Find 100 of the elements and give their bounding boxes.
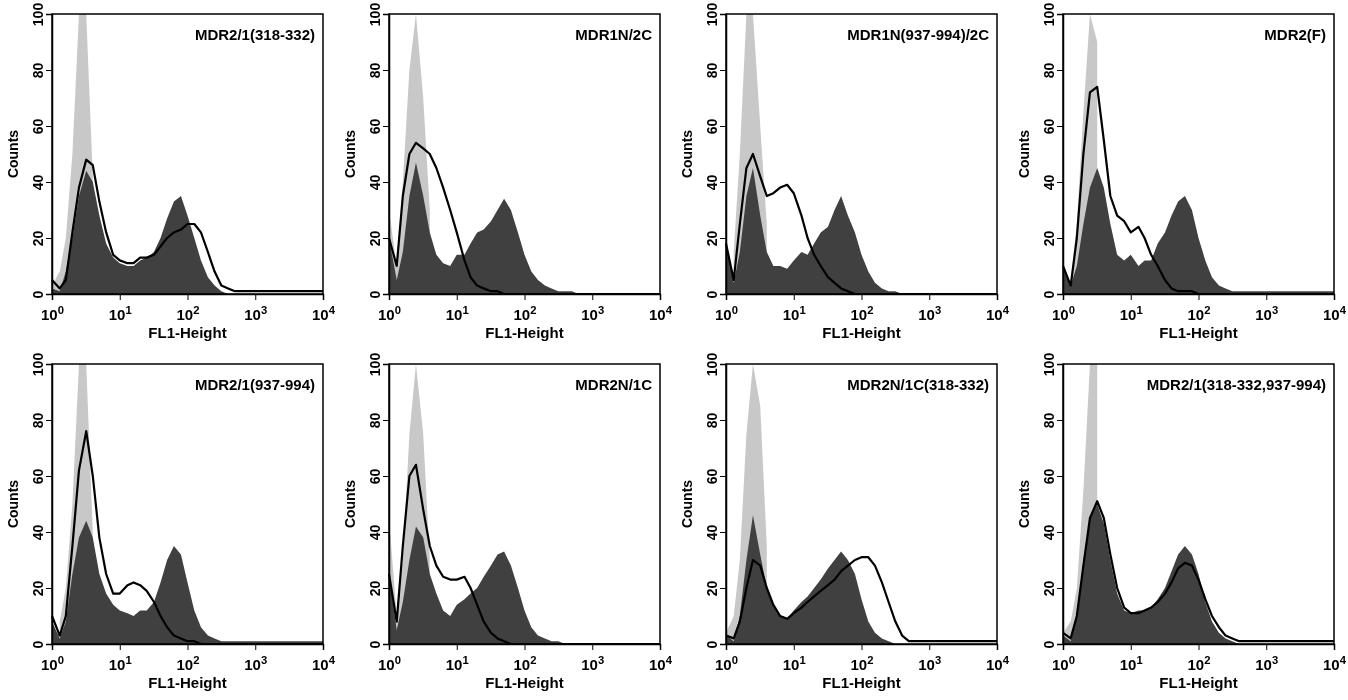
x-tick-label: 10$^{4}$ (986, 653, 1010, 673)
y-tick-label: 20 (1040, 580, 1057, 597)
y-tick-label: 60 (1040, 468, 1057, 485)
y-tick-label: 60 (29, 118, 46, 135)
x-tick-label: 10$^{3}$ (581, 303, 605, 323)
x-tick-label: 10$^{4}$ (986, 303, 1010, 323)
y-tick-label: 60 (366, 118, 383, 135)
y-tick-label: 80 (29, 412, 46, 429)
x-tick-label: 10$^{3}$ (244, 303, 268, 323)
y-tick-label: 80 (1040, 412, 1057, 429)
y-tick-label: 80 (703, 412, 720, 429)
x-tick-label: 10$^{3}$ (918, 303, 942, 323)
x-tick-label: 10$^{2}$ (513, 653, 537, 673)
y-tick-label: 60 (366, 468, 383, 485)
x-tick-label: 10$^{0}$ (41, 653, 64, 673)
x-tick-label: 10$^{1}$ (1119, 303, 1143, 323)
y-tick-label: 100 (703, 2, 720, 27)
y-tick-label: 40 (703, 524, 720, 541)
y-tick-label: 20 (703, 230, 720, 247)
y-tick-label: 20 (1040, 230, 1057, 247)
text: MDR1N(937-994)/2C (847, 26, 990, 43)
y-tick-label: 0 (366, 640, 383, 649)
y-tick-label: 0 (703, 290, 720, 299)
y-tick-label: 60 (1040, 118, 1057, 135)
x-tick-label: 10$^{2}$ (850, 303, 874, 323)
x-tick-label: 10$^{0}$ (715, 303, 738, 323)
y-tick-label: 0 (703, 640, 720, 649)
x-axis-title: FL1-Height (148, 674, 227, 691)
y-tick-label: 0 (29, 640, 46, 649)
y-tick-label: 80 (366, 62, 383, 79)
x-tick-label: 10$^{3}$ (244, 653, 268, 673)
y-tick-label: 60 (29, 468, 46, 485)
x-tick-label: 10$^{2}$ (513, 303, 537, 323)
x-tick-label: 10$^{2}$ (1187, 303, 1211, 323)
y-axis-title: Counts (5, 479, 21, 529)
x-tick-label: 10$^{4}$ (1323, 653, 1347, 673)
y-tick-label: 40 (366, 174, 383, 191)
x-tick-label: 10$^{2}$ (850, 653, 874, 673)
y-tick-label: 40 (29, 174, 46, 191)
x-tick-label: 10$^{2}$ (1187, 653, 1211, 673)
x-tick-label: 10$^{0}$ (1052, 653, 1075, 673)
y-axis-title: Counts (1016, 479, 1032, 529)
y-tick-label: 0 (1040, 290, 1057, 299)
x-tick-label: 10$^{0}$ (378, 653, 401, 673)
text: MDR2N/1C(318-332) (847, 376, 989, 393)
x-tick-label: 10$^{2}$ (176, 303, 200, 323)
x-axis-title: FL1-Height (1159, 324, 1238, 341)
y-tick-label: 40 (703, 174, 720, 191)
y-tick-label: 0 (366, 290, 383, 299)
y-axis-title: Counts (5, 129, 21, 179)
x-tick-label: 10$^{4}$ (649, 303, 673, 323)
x-axis-title: FL1-Height (822, 674, 901, 691)
x-tick-label: 10$^{1}$ (1119, 653, 1143, 673)
x-tick-label: 10$^{3}$ (1255, 303, 1279, 323)
y-tick-label: 60 (703, 118, 720, 135)
x-tick-label: 10$^{0}$ (715, 653, 738, 673)
y-tick-label: 100 (1040, 2, 1057, 27)
x-tick-label: 10$^{4}$ (1323, 303, 1347, 323)
text: MDR2/1(318-332) (194, 26, 315, 43)
y-tick-label: 100 (366, 352, 383, 377)
y-tick-label: 80 (703, 62, 720, 79)
x-tick-label: 10$^{2}$ (176, 653, 200, 673)
y-tick-label: 100 (366, 2, 383, 27)
x-tick-label: 10$^{3}$ (1255, 653, 1279, 673)
y-tick-label: 20 (703, 580, 720, 597)
x-tick-label: 10$^{0}$ (1052, 303, 1075, 323)
y-axis-title: Counts (1016, 129, 1032, 179)
text: MDR2N/1C (575, 376, 653, 393)
x-tick-label: 10$^{1}$ (445, 303, 469, 323)
y-tick-label: 80 (1040, 62, 1057, 79)
x-axis-title: FL1-Height (148, 324, 227, 341)
x-tick-label: 10$^{3}$ (918, 653, 942, 673)
y-tick-label: 20 (29, 580, 46, 597)
y-tick-label: 100 (29, 352, 46, 377)
y-tick-label: 20 (29, 230, 46, 247)
y-tick-label: 20 (366, 230, 383, 247)
x-axis-title: FL1-Height (1159, 674, 1238, 691)
y-axis-title: Counts (342, 129, 358, 179)
y-tick-label: 40 (1040, 174, 1057, 191)
x-tick-label: 10$^{4}$ (312, 653, 336, 673)
x-tick-label: 10$^{1}$ (782, 653, 806, 673)
y-axis-title: Counts (679, 129, 695, 179)
y-axis-title: Counts (679, 479, 695, 529)
text: MDR1N/2C (575, 26, 653, 43)
x-tick-label: 10$^{0}$ (41, 303, 64, 323)
y-tick-label: 100 (703, 352, 720, 377)
y-tick-label: 40 (1040, 524, 1057, 541)
text: MDR2(F) (1264, 26, 1326, 43)
y-tick-label: 0 (1040, 640, 1057, 649)
y-tick-label: 20 (366, 580, 383, 597)
text: MDR2/1(937-994) (194, 376, 315, 393)
y-tick-label: 0 (29, 290, 46, 299)
y-tick-label: 100 (29, 2, 46, 27)
y-axis-title: Counts (342, 479, 358, 529)
y-tick-label: 40 (29, 524, 46, 541)
x-tick-label: 10$^{1}$ (445, 653, 469, 673)
x-tick-label: 10$^{1}$ (108, 303, 132, 323)
x-tick-label: 10$^{1}$ (108, 653, 132, 673)
x-axis-title: FL1-Height (822, 324, 901, 341)
x-axis-title: FL1-Height (485, 324, 564, 341)
